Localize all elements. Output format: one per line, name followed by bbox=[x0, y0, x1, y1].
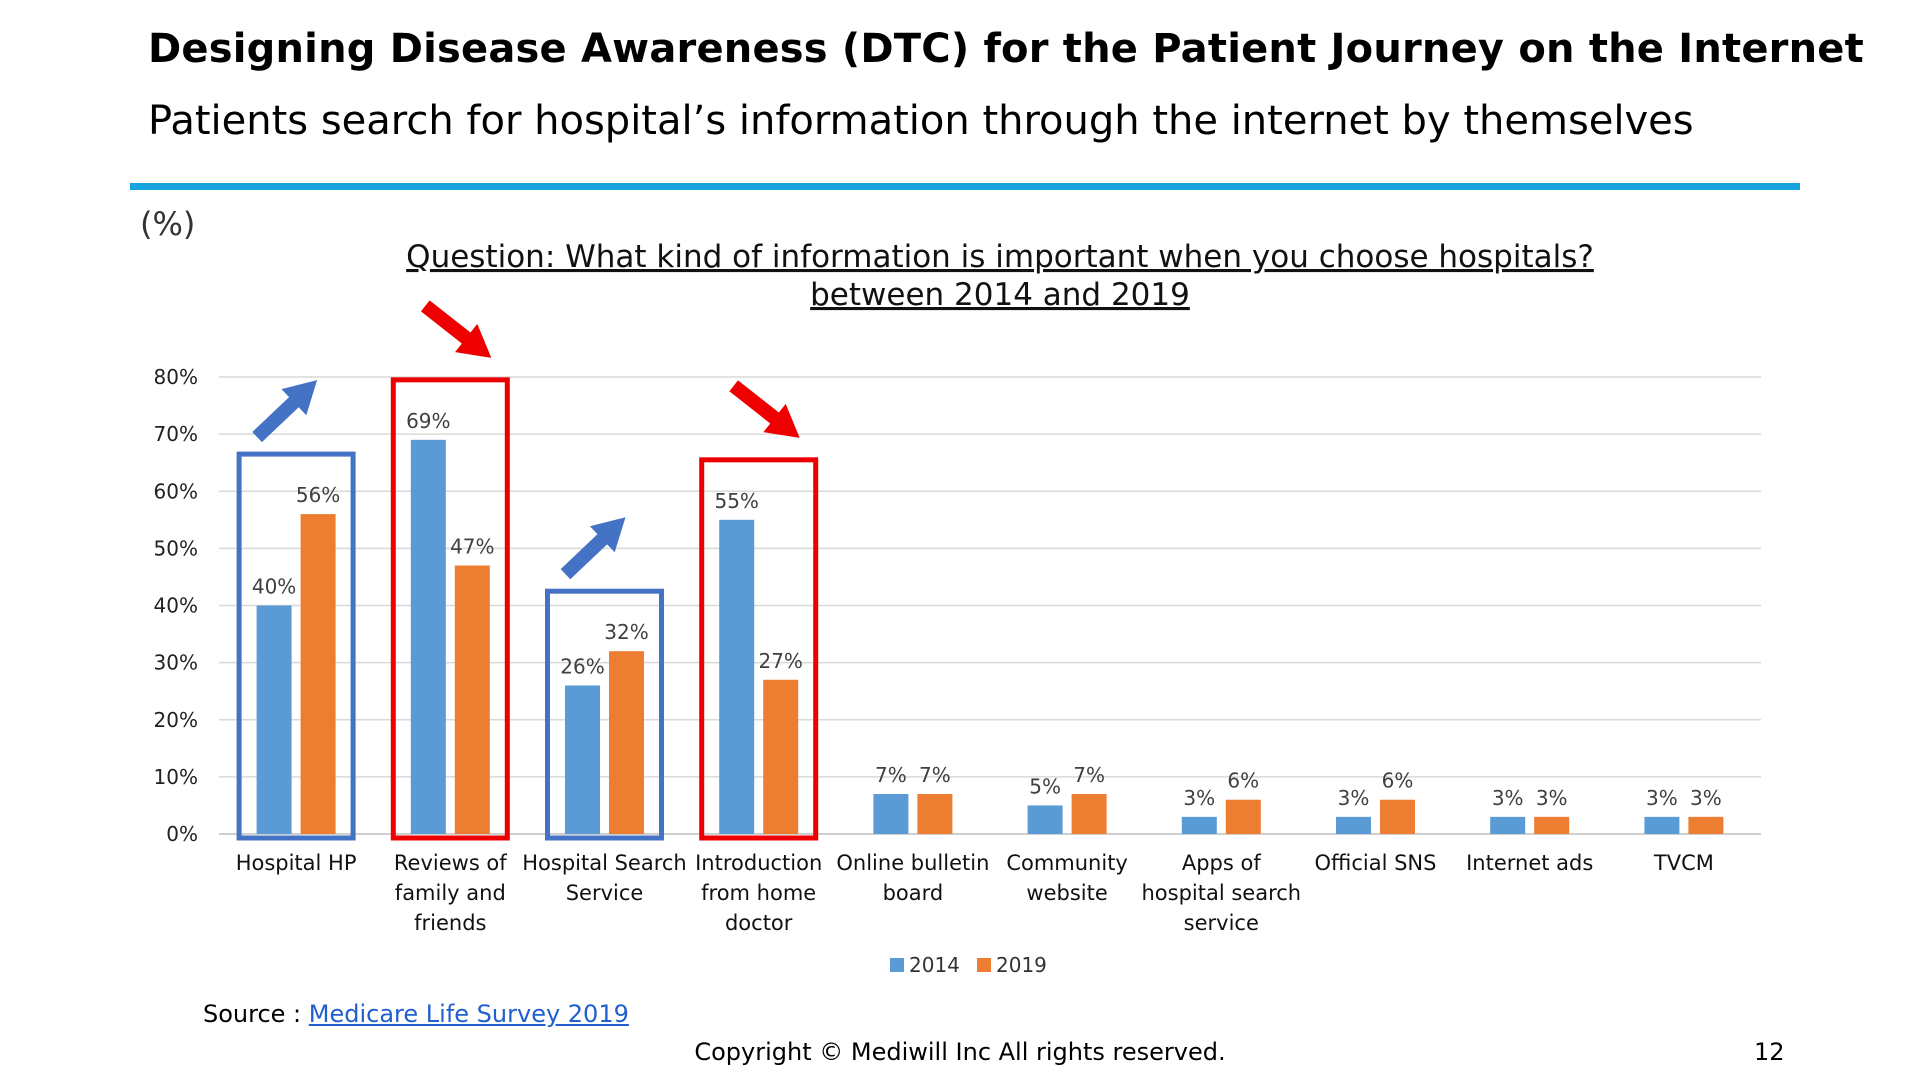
data-label-2014: 5% bbox=[1029, 774, 1061, 798]
x-category-label: Community bbox=[1006, 851, 1128, 875]
data-label-2014: 40% bbox=[252, 575, 296, 599]
data-label-2019: 3% bbox=[1690, 786, 1722, 810]
x-category-label: doctor bbox=[725, 911, 793, 935]
x-category-label: Official SNS bbox=[1315, 851, 1437, 875]
bar-2019 bbox=[454, 565, 490, 834]
bar-2019 bbox=[763, 679, 799, 834]
bar-2019 bbox=[1688, 816, 1724, 834]
highlight-box bbox=[236, 451, 356, 841]
data-label-2019: 7% bbox=[919, 763, 951, 787]
source-prefix: Source : bbox=[203, 1000, 309, 1028]
highlight-box bbox=[699, 457, 819, 841]
trend-arrow bbox=[729, 380, 800, 438]
y-tick-label: 40% bbox=[154, 594, 198, 618]
copyright-text: Copyright © Mediwill Inc All rights rese… bbox=[694, 1038, 1226, 1066]
data-label-2014: 55% bbox=[714, 489, 758, 513]
x-category-label: from home bbox=[701, 881, 816, 905]
source-link[interactable]: Medicare Life Survey 2019 bbox=[308, 1000, 629, 1028]
bar-2019 bbox=[917, 794, 953, 834]
data-label-2019: 3% bbox=[1536, 786, 1568, 810]
highlight-box bbox=[545, 588, 664, 841]
data-label-2019: 6% bbox=[1382, 769, 1414, 793]
x-category-label: Introduction bbox=[695, 851, 822, 875]
y-tick-label: 60% bbox=[154, 479, 198, 503]
x-category-label: website bbox=[1026, 881, 1107, 905]
y-tick-label: 0% bbox=[166, 822, 198, 846]
bar-2014 bbox=[256, 605, 292, 834]
data-label-2019: 6% bbox=[1227, 769, 1259, 793]
source-line: Source : Medicare Life Survey 2019 bbox=[203, 1000, 629, 1028]
x-category-label: Reviews of bbox=[394, 851, 507, 875]
title-divider bbox=[130, 183, 1800, 190]
x-category-label: Service bbox=[566, 881, 644, 905]
data-label-2014: 26% bbox=[560, 654, 604, 678]
bar-2014 bbox=[410, 439, 446, 834]
data-label-2014: 69% bbox=[406, 409, 450, 433]
legend-label-2019: 2019 bbox=[996, 953, 1047, 977]
data-label-2019: 32% bbox=[604, 620, 648, 644]
bar-2014 bbox=[1181, 816, 1217, 834]
y-tick-label: 70% bbox=[154, 422, 198, 446]
x-category-label: Hospital Search bbox=[522, 851, 687, 875]
bar-2019 bbox=[1380, 799, 1415, 834]
data-label-2014: 7% bbox=[875, 763, 907, 787]
bar-2014 bbox=[1644, 816, 1680, 834]
x-category-label: Online bulletin bbox=[836, 851, 989, 875]
y-unit-label: (%) bbox=[140, 205, 195, 243]
y-tick-label: 80% bbox=[154, 365, 198, 389]
legend-swatch-2014 bbox=[890, 958, 904, 972]
y-tick-label: 30% bbox=[154, 651, 198, 675]
legend-swatch-2019 bbox=[977, 958, 991, 972]
trend-arrow bbox=[252, 380, 318, 443]
x-category-label: friends bbox=[414, 911, 486, 935]
bar-2019 bbox=[300, 514, 336, 834]
data-label-2019: 27% bbox=[758, 649, 802, 673]
x-category-label: Hospital HP bbox=[236, 851, 357, 875]
highlight-box bbox=[390, 377, 510, 841]
chart-question-line2: between 2014 and 2019 bbox=[810, 277, 1190, 313]
bar-2014 bbox=[719, 519, 755, 834]
data-label-2014: 3% bbox=[1183, 786, 1215, 810]
x-category-label: Internet ads bbox=[1466, 851, 1593, 875]
x-category-label: family and bbox=[395, 881, 506, 905]
x-category-label: service bbox=[1184, 911, 1259, 935]
slide-title: Designing Disease Awareness (DTC) for th… bbox=[148, 26, 1864, 72]
bar-2014 bbox=[873, 794, 909, 834]
y-tick-label: 10% bbox=[154, 765, 198, 789]
bar-2019 bbox=[1534, 816, 1570, 834]
slide-subtitle: Patients search for hospital’s informati… bbox=[148, 98, 1694, 144]
bar-2014 bbox=[1336, 816, 1371, 834]
x-category-label: board bbox=[883, 881, 944, 905]
legend-label-2014: 2014 bbox=[909, 953, 960, 977]
bar-2019 bbox=[609, 651, 644, 834]
data-label-2019: 47% bbox=[450, 535, 494, 559]
y-tick-label: 50% bbox=[154, 536, 198, 560]
data-label-2014: 3% bbox=[1492, 786, 1524, 810]
chart-question-line1: Question: What kind of information is im… bbox=[406, 239, 1594, 275]
data-label-2014: 3% bbox=[1646, 786, 1678, 810]
bar-2014 bbox=[565, 685, 600, 834]
x-category-label: Apps of bbox=[1182, 851, 1261, 875]
y-tick-label: 20% bbox=[154, 708, 198, 732]
page-number: 12 bbox=[1754, 1038, 1785, 1066]
data-label-2014: 3% bbox=[1338, 786, 1370, 810]
bar-2019 bbox=[1071, 794, 1107, 834]
data-label-2019: 7% bbox=[1073, 763, 1105, 787]
x-category-label: hospital search bbox=[1141, 881, 1301, 905]
bar-2014 bbox=[1490, 816, 1526, 834]
x-category-label: TVCM bbox=[1653, 851, 1714, 875]
bar-2019 bbox=[1225, 799, 1261, 834]
data-label-2019: 56% bbox=[296, 483, 340, 507]
bar-2014 bbox=[1027, 805, 1063, 834]
trend-arrow bbox=[420, 300, 492, 358]
trend-arrow bbox=[560, 517, 626, 580]
